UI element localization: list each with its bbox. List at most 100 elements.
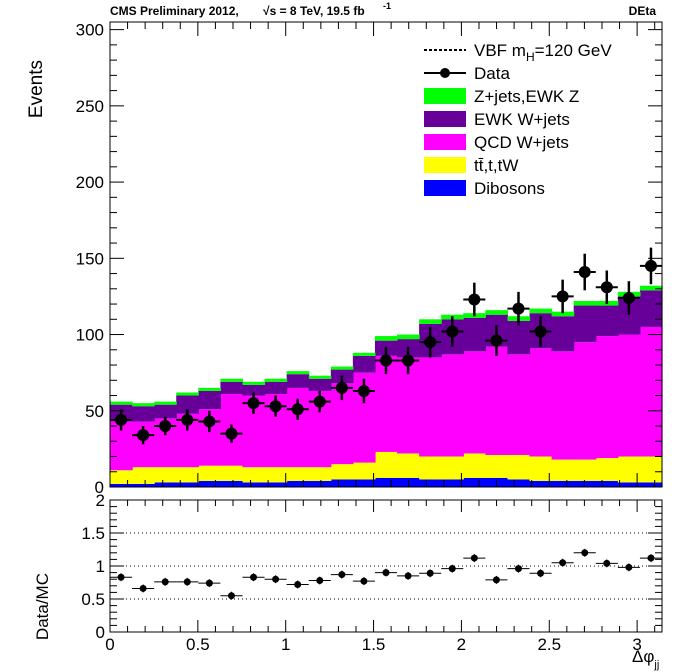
- ratio-point-0: [109, 573, 133, 582]
- ratio-y-axis: 0 0.5 1 1.5 2: [81, 491, 662, 642]
- data-points: [109, 247, 663, 445]
- data-point-22: [595, 270, 618, 305]
- data-point-15: [441, 316, 464, 347]
- header-channel-label: DEta: [629, 4, 657, 18]
- data-marker-10: [335, 381, 348, 394]
- ratio-point-21: [573, 548, 596, 557]
- bar-tt-t-tw-21: [573, 459, 597, 481]
- data-marker-14: [424, 336, 437, 349]
- main-ytick-label-2: 100: [76, 326, 104, 345]
- bar-dibosons-3: [176, 482, 199, 487]
- ratio-marker-23: [625, 563, 633, 571]
- ratio-marker-12: [382, 569, 390, 577]
- bar-z-jets-ewk-z-1: [132, 403, 155, 407]
- ratio-point-3: [176, 577, 199, 586]
- ratio-ytick-label-0: 0: [96, 623, 105, 642]
- data-point-5: [220, 424, 243, 443]
- data-point-23: [617, 281, 640, 315]
- ratio-marker-13: [404, 572, 412, 580]
- ratio-point-19: [529, 569, 552, 578]
- bar-qcd-w-jets-6: [242, 395, 266, 468]
- ratio-point-6: [242, 573, 265, 582]
- main-ytick-label-6: 300: [76, 21, 104, 40]
- bar-tt-t-tw-18: [507, 454, 531, 480]
- ratio-marker-6: [250, 573, 258, 581]
- bar-ewk-w-jets-6: [242, 384, 266, 396]
- data-marker-18: [512, 302, 525, 315]
- bar-qcd-w-jets-7: [264, 394, 288, 468]
- data-marker-1: [137, 429, 150, 442]
- bar-dibosons-9: [308, 480, 332, 487]
- ratio-xtick-label-3: 1.5: [362, 635, 386, 654]
- data-marker-21: [578, 266, 591, 279]
- data-marker-6: [247, 397, 260, 410]
- data-marker-5: [225, 427, 238, 440]
- legend-label-qcd-wjets: QCD W+jets: [474, 133, 569, 152]
- ratio-x-axis-label: Δφjj: [632, 647, 659, 671]
- bar-qcd-w-jets-15: [441, 354, 464, 457]
- bar-tt-t-tw-4: [198, 465, 222, 481]
- ratio-ytick-label-4: 2: [96, 491, 105, 510]
- ratio-marker-11: [360, 577, 368, 585]
- bar-tt-t-tw-10: [330, 464, 354, 480]
- bar-z-jets-ewk-z-19: [529, 308, 553, 314]
- ratio-ytick-label-1: 0.5: [81, 590, 105, 609]
- legend-swatch-data-marker: [440, 68, 450, 78]
- ratio-xtick-label-0: 0: [105, 635, 114, 654]
- ratio-marker-20: [559, 559, 567, 567]
- data-point-19: [529, 316, 552, 347]
- data-marker-11: [357, 384, 370, 397]
- bar-qcd-w-jets-0: [109, 421, 133, 471]
- bar-tt-t-tw-12: [374, 451, 398, 478]
- bar-tt-t-tw-13: [397, 453, 420, 478]
- main-ytick-label-0: 0: [95, 478, 104, 497]
- data-marker-17: [490, 334, 503, 347]
- data-marker-15: [446, 325, 459, 338]
- ratio-point-8: [286, 580, 309, 589]
- bar-z-jets-ewk-z-8: [286, 371, 310, 375]
- bar-tt-t-tw-23: [617, 456, 641, 483]
- ratio-point-7: [264, 575, 287, 584]
- data-point-11: [352, 378, 375, 404]
- data-marker-4: [203, 415, 216, 428]
- bar-z-jets-ewk-z-4: [198, 387, 222, 391]
- header-cms-label: CMS Preliminary 2012,: [110, 4, 239, 18]
- bar-ewk-w-jets-11: [352, 355, 376, 373]
- bar-tt-t-tw-24: [639, 456, 663, 483]
- bar-dibosons-2: [154, 482, 177, 487]
- ratio-point-23: [617, 563, 640, 572]
- bar-tt-t-tw-8: [286, 467, 310, 481]
- ratio-marker-10: [338, 571, 346, 579]
- data-marker-13: [402, 354, 415, 367]
- bar-tt-t-tw-15: [441, 456, 464, 480]
- ratio-point-4: [198, 579, 221, 588]
- data-point-13: [397, 346, 420, 375]
- bar-tt-t-tw-0: [109, 470, 133, 484]
- bar-qcd-w-jets-10: [330, 383, 354, 465]
- header-energy-lumi: √s = 8 TeV, 19.5 fb: [263, 4, 365, 18]
- bar-tt-t-tw-11: [352, 462, 376, 480]
- bar-qcd-w-jets-13: [397, 357, 420, 454]
- ratio-point-20: [551, 558, 574, 567]
- ratio-marker-22: [603, 559, 611, 567]
- bar-ewk-w-jets-23: [617, 296, 641, 335]
- bar-dibosons-18: [507, 479, 531, 487]
- bar-dibosons-4: [198, 480, 222, 487]
- data-marker-7: [269, 400, 282, 413]
- ratio-marker-7: [272, 575, 280, 583]
- bar-tt-t-tw-9: [308, 467, 332, 481]
- data-point-6: [242, 392, 265, 414]
- data-point-3: [176, 409, 199, 431]
- stacked-histogram: [109, 285, 663, 487]
- ratio-xtick-label-5: 2.5: [537, 635, 561, 654]
- legend-swatch-ewk-wjets: [424, 111, 466, 127]
- ratio-marker-17: [492, 576, 500, 584]
- bar-z-jets-ewk-z-21: [573, 301, 597, 306]
- bar-qcd-w-jets-14: [419, 357, 442, 457]
- bar-dibosons-1: [132, 483, 155, 487]
- data-point-21: [573, 253, 596, 291]
- bar-dibosons-10: [330, 479, 354, 487]
- data-point-12: [374, 346, 398, 375]
- bar-qcd-w-jets-19: [529, 348, 553, 457]
